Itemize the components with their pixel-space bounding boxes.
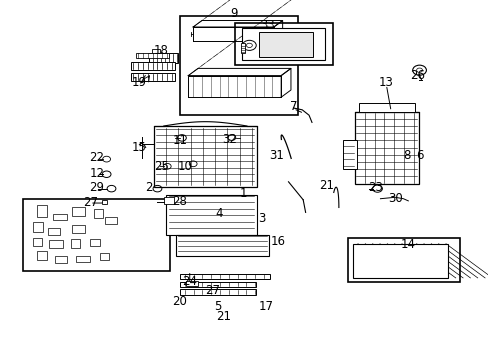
Text: 3: 3	[257, 212, 265, 225]
Text: 33: 33	[260, 19, 275, 32]
Text: 22: 22	[89, 151, 104, 164]
Bar	[242, 28, 325, 60]
Bar	[185, 281, 198, 286]
Bar	[180, 282, 255, 287]
Bar	[176, 235, 268, 256]
Bar	[49, 240, 62, 248]
Bar	[55, 256, 67, 263]
Bar	[23, 199, 170, 271]
Bar	[347, 238, 459, 282]
Text: 5: 5	[213, 300, 221, 313]
Text: 23: 23	[367, 181, 382, 194]
Bar	[72, 225, 84, 233]
Bar	[76, 256, 90, 262]
Bar	[358, 103, 414, 112]
Bar	[37, 251, 47, 260]
Bar	[240, 43, 245, 53]
Text: 21: 21	[319, 179, 333, 192]
Bar	[163, 197, 173, 204]
Bar	[102, 200, 106, 204]
Text: 19: 19	[132, 76, 146, 89]
Bar	[259, 32, 312, 57]
Text: 14: 14	[400, 238, 415, 251]
Bar	[342, 140, 357, 169]
Bar	[180, 289, 255, 295]
Bar	[37, 205, 47, 217]
Bar	[149, 53, 178, 63]
Bar	[72, 207, 84, 216]
Text: 32: 32	[222, 133, 237, 146]
Text: 25: 25	[154, 160, 168, 173]
Bar	[136, 53, 169, 58]
Bar	[352, 244, 447, 278]
Text: 21: 21	[216, 310, 231, 323]
Text: 18: 18	[154, 44, 168, 57]
Bar	[131, 62, 175, 70]
Text: 24: 24	[182, 275, 197, 288]
Bar	[48, 228, 60, 235]
Bar	[94, 209, 102, 218]
Text: 2: 2	[145, 181, 153, 194]
Bar	[154, 126, 256, 187]
Bar	[180, 274, 270, 279]
Text: 1: 1	[239, 187, 247, 200]
Text: 13: 13	[378, 76, 393, 89]
Text: 20: 20	[172, 295, 187, 308]
Text: 11: 11	[172, 134, 187, 147]
Text: 4: 4	[215, 207, 223, 220]
Bar	[71, 239, 80, 248]
Bar	[234, 23, 332, 65]
Bar	[53, 214, 67, 220]
Text: 31: 31	[268, 149, 283, 162]
Bar	[166, 195, 256, 235]
Text: 6: 6	[415, 149, 423, 162]
Text: 12: 12	[89, 167, 104, 180]
Bar	[131, 73, 175, 81]
Text: 27: 27	[83, 196, 98, 209]
Text: 8: 8	[402, 149, 410, 162]
Text: 7: 7	[289, 100, 297, 113]
Text: 26: 26	[410, 69, 425, 82]
Text: 29: 29	[89, 181, 104, 194]
Bar	[33, 238, 42, 246]
Text: 17: 17	[259, 300, 273, 313]
Text: 28: 28	[172, 195, 187, 208]
Text: 10: 10	[177, 160, 192, 173]
Text: 27: 27	[205, 284, 220, 297]
Bar	[180, 16, 298, 115]
Bar	[100, 253, 109, 260]
Bar	[151, 49, 160, 53]
Bar	[33, 222, 43, 232]
Text: 16: 16	[270, 235, 285, 248]
Text: 30: 30	[387, 192, 402, 205]
Bar	[90, 239, 100, 246]
Bar	[354, 112, 418, 184]
Text: 15: 15	[132, 141, 146, 154]
Bar	[105, 217, 117, 224]
Text: 9: 9	[229, 7, 237, 20]
